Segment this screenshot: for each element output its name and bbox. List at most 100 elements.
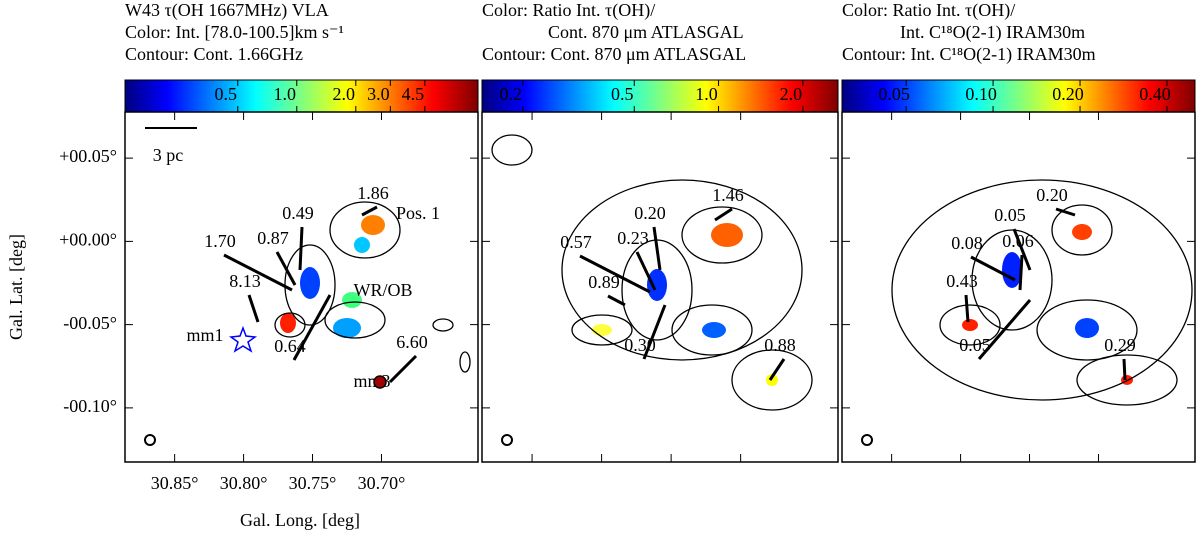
emission-patch — [342, 292, 362, 308]
contour — [491, 134, 533, 166]
emission-patch — [711, 223, 743, 247]
contour — [731, 349, 813, 411]
colorbar-tick-label: 1.0 — [695, 84, 718, 104]
colorbar-tick-label: 2.0 — [780, 84, 803, 104]
annotation: 0.20 — [1036, 185, 1068, 205]
panel-title: Cont. 870 μm ATLASGAL — [548, 22, 744, 42]
colorbar-tick-label: 0.5 — [611, 84, 634, 104]
emission-patch — [647, 269, 667, 301]
arrow — [247, 294, 260, 323]
contour — [891, 179, 1193, 401]
emission-patch — [280, 313, 296, 333]
colorbar-tick-label: 1.0 — [274, 84, 297, 104]
arrow — [298, 226, 304, 271]
contour — [324, 301, 386, 339]
colorbar-tick-label: 0.20 — [1052, 84, 1084, 104]
contour — [681, 206, 763, 264]
contour — [971, 229, 1053, 331]
annotation: 0.87 — [257, 228, 289, 248]
colorbar-tick-label: 0.5 — [215, 84, 238, 104]
colorbar-tick-label: 4.5 — [402, 84, 425, 104]
emission-patch — [962, 319, 978, 331]
arrow — [223, 253, 293, 292]
contour — [571, 314, 633, 346]
annotation: 0.64 — [274, 336, 306, 356]
emission-patch — [354, 237, 370, 253]
panel-title: Int. C¹⁸O(2-1) IRAM30m — [900, 22, 1085, 43]
arrow — [964, 294, 970, 323]
annotation: 0.88 — [764, 335, 796, 355]
contour — [671, 304, 753, 356]
arrow — [1012, 228, 1032, 271]
arrow — [977, 299, 1032, 360]
arrow — [642, 304, 667, 360]
emission-patch — [361, 215, 385, 235]
y-axis-label: Gal. Lat. [deg] — [6, 234, 26, 340]
emission-patch — [1072, 224, 1092, 240]
arrow — [970, 255, 1016, 282]
arrow — [388, 354, 418, 384]
arrow — [768, 358, 786, 381]
emission-patch — [1075, 318, 1099, 338]
y-tick-label: +00.05° — [59, 146, 117, 166]
arrow — [275, 251, 297, 286]
annotation: 0.05 — [994, 205, 1026, 225]
annotation: WR/OB — [353, 280, 412, 300]
annotation: mm1 — [186, 325, 223, 345]
beam — [501, 434, 513, 446]
y-tick-label: -00.05° — [63, 313, 117, 333]
annotation: 0.08 — [951, 233, 983, 253]
arrow — [1018, 254, 1024, 291]
x-tick-label: 30.80° — [220, 473, 268, 493]
x-tick-label: 30.70° — [358, 473, 406, 493]
panel-title: Contour: Cont. 1.66GHz — [125, 44, 303, 64]
contour — [1076, 354, 1178, 406]
colorbar — [841, 79, 1196, 113]
annotation: 0.57 — [560, 232, 592, 252]
emission-patch — [333, 318, 361, 338]
colorbar-tick-label: 0.05 — [878, 84, 910, 104]
annotation: 0.20 — [634, 203, 666, 223]
panel: Color: Ratio Int. τ(OH)/Int. C¹⁸O(2-1) I… — [841, 0, 1196, 463]
contour — [939, 304, 1001, 346]
annotation: 1.46 — [712, 185, 744, 205]
annotation: 0.43 — [946, 271, 978, 291]
annotation: 0.29 — [1104, 335, 1136, 355]
x-axis-label: Gal. Long. [deg] — [240, 510, 360, 530]
plot-frame — [841, 111, 1196, 463]
colorbar-tick-label: 2.0 — [333, 84, 356, 104]
annotation: 1.86 — [357, 183, 389, 203]
mm1-marker — [228, 325, 258, 353]
emission-patch — [1002, 252, 1022, 288]
annotation: 0.49 — [282, 203, 314, 223]
arrow — [607, 294, 626, 307]
colorbar-tick-label: 0.2 — [500, 84, 523, 104]
emission-patch — [300, 267, 320, 299]
plot-frame — [124, 111, 479, 463]
annotation: 0.30 — [624, 335, 656, 355]
annotation: 8.13 — [229, 271, 261, 291]
plot-frame — [481, 111, 839, 463]
panel: Color: Ratio Int. τ(OH)/Cont. 870 μm ATL… — [481, 0, 839, 463]
panel-title: Contour: Cont. 870 μm ATLASGAL — [482, 44, 746, 64]
beam — [144, 434, 156, 446]
colorbar — [124, 79, 479, 113]
panel-title: Color: Ratio Int. τ(OH)/ — [842, 0, 1015, 21]
panel-title: Contour: Int. C¹⁸O(2-1) IRAM30m — [842, 44, 1096, 65]
emission-patch — [592, 324, 612, 336]
arrow — [1122, 358, 1127, 381]
annotation: Pos. 1 — [396, 203, 440, 223]
emission-patch — [766, 374, 778, 386]
colorbar — [481, 79, 839, 113]
contour — [1036, 299, 1138, 361]
colorbar-tick-label: 0.10 — [965, 84, 997, 104]
contour — [1051, 204, 1113, 256]
colorbar-tick-label: 3.0 — [367, 84, 390, 104]
contour — [329, 201, 401, 259]
panel-title: Color: Int. [78.0-100.5]km s⁻¹ — [125, 22, 344, 42]
arrow — [579, 254, 651, 294]
annotation: 0.23 — [617, 228, 649, 248]
contour — [459, 351, 471, 373]
